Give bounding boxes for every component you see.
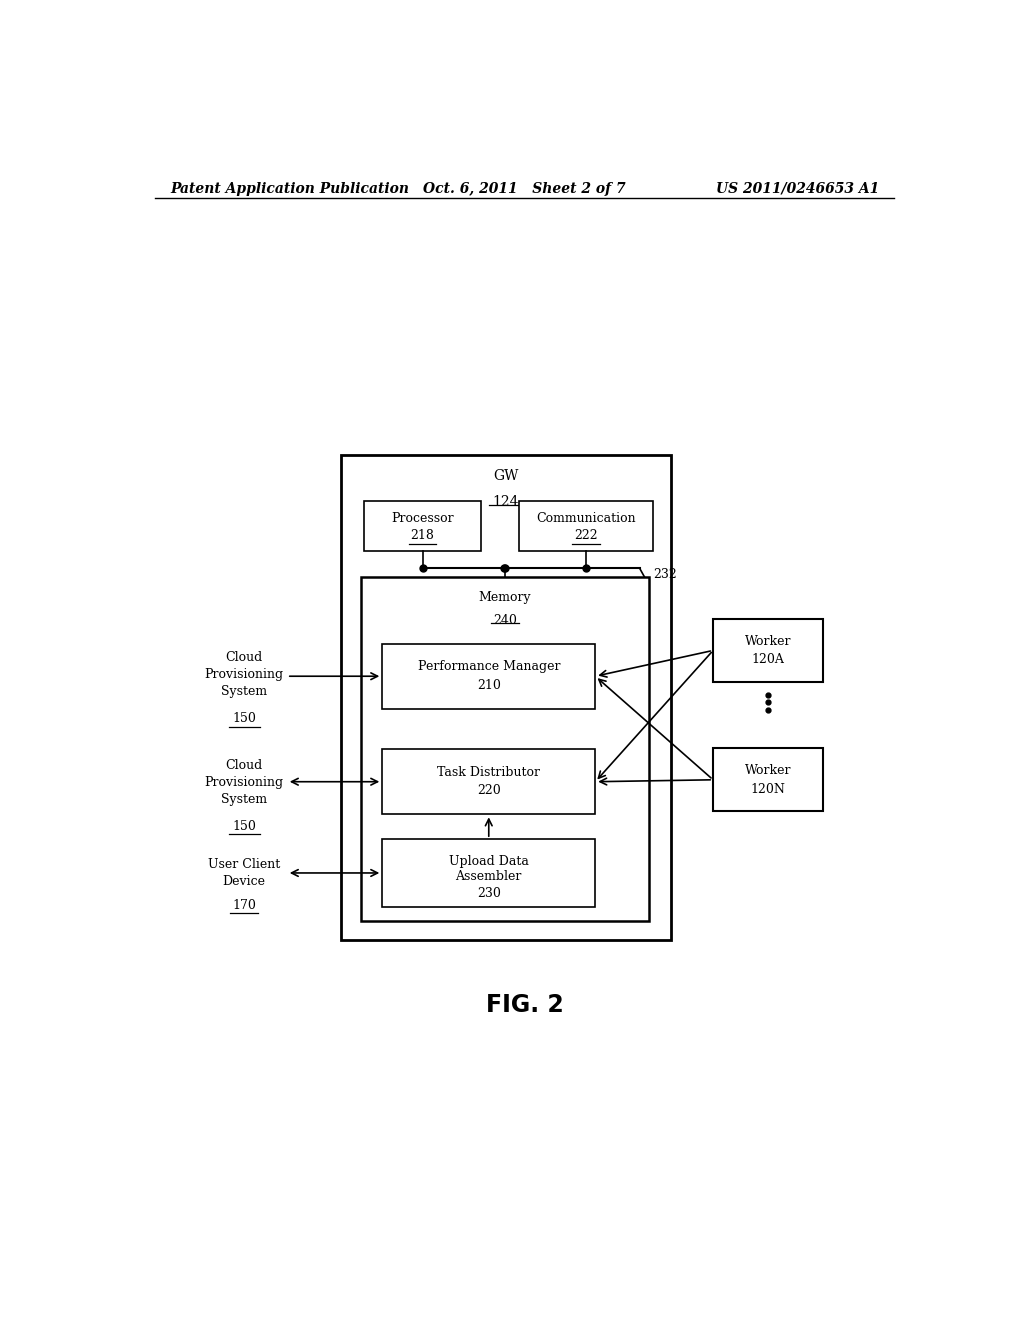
Text: Performance Manager: Performance Manager [418, 660, 560, 673]
Text: User Client
Device: User Client Device [208, 858, 281, 888]
Text: Cloud
Provisioning
System: Cloud Provisioning System [205, 759, 284, 805]
Text: 232: 232 [653, 568, 677, 581]
Text: Upload Data: Upload Data [449, 855, 528, 869]
Text: 220: 220 [477, 784, 501, 797]
FancyBboxPatch shape [382, 644, 595, 709]
FancyBboxPatch shape [341, 455, 671, 940]
Text: 124: 124 [493, 495, 519, 510]
Text: Memory: Memory [478, 591, 531, 605]
Text: 210: 210 [477, 678, 501, 692]
Text: 120N: 120N [751, 783, 785, 796]
FancyBboxPatch shape [713, 748, 823, 812]
Text: Communication: Communication [537, 512, 636, 525]
Text: 170: 170 [232, 899, 256, 912]
Text: GW: GW [494, 469, 518, 483]
Text: Assembler: Assembler [456, 870, 522, 883]
Text: Task Distributor: Task Distributor [437, 766, 541, 779]
Text: 150: 150 [232, 713, 256, 726]
Text: Processor: Processor [391, 512, 454, 525]
Text: FIG. 2: FIG. 2 [486, 994, 563, 1018]
Text: 150: 150 [232, 820, 256, 833]
Text: Worker: Worker [744, 635, 792, 648]
Text: Cloud
Provisioning
System: Cloud Provisioning System [205, 651, 284, 698]
Text: 218: 218 [411, 529, 434, 541]
Text: 230: 230 [477, 887, 501, 900]
FancyBboxPatch shape [365, 502, 480, 552]
FancyBboxPatch shape [519, 502, 652, 552]
FancyBboxPatch shape [713, 619, 823, 682]
FancyBboxPatch shape [382, 748, 595, 814]
Text: Oct. 6, 2011   Sheet 2 of 7: Oct. 6, 2011 Sheet 2 of 7 [424, 182, 626, 195]
Text: 240: 240 [493, 614, 516, 627]
FancyBboxPatch shape [382, 840, 595, 907]
Text: US 2011/0246653 A1: US 2011/0246653 A1 [717, 182, 880, 195]
Text: 120A: 120A [752, 653, 784, 667]
FancyBboxPatch shape [360, 577, 649, 921]
Text: Patent Application Publication: Patent Application Publication [171, 182, 410, 195]
Text: Worker: Worker [744, 764, 792, 777]
Text: 222: 222 [574, 529, 598, 541]
